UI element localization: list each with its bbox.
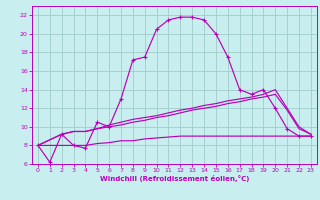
X-axis label: Windchill (Refroidissement éolien,°C): Windchill (Refroidissement éolien,°C) [100, 175, 249, 182]
